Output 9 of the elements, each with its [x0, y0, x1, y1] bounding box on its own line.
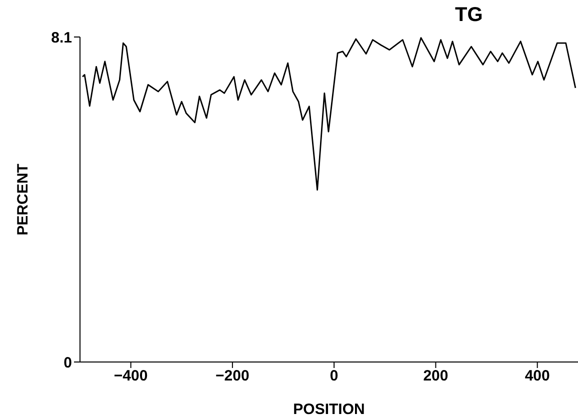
- x-tick-label: 400: [524, 368, 550, 385]
- y-tick-label: 8.1: [51, 29, 72, 46]
- x-tick-label: −200: [216, 368, 250, 385]
- y-axis-title: PERCENT: [14, 164, 32, 236]
- x-tick-label: 0: [330, 368, 338, 385]
- x-tick-label: −400: [114, 368, 148, 385]
- chart-title: TG: [455, 4, 483, 27]
- x-tick-label: 200: [423, 368, 448, 385]
- x-axis-title: POSITION: [293, 401, 365, 416]
